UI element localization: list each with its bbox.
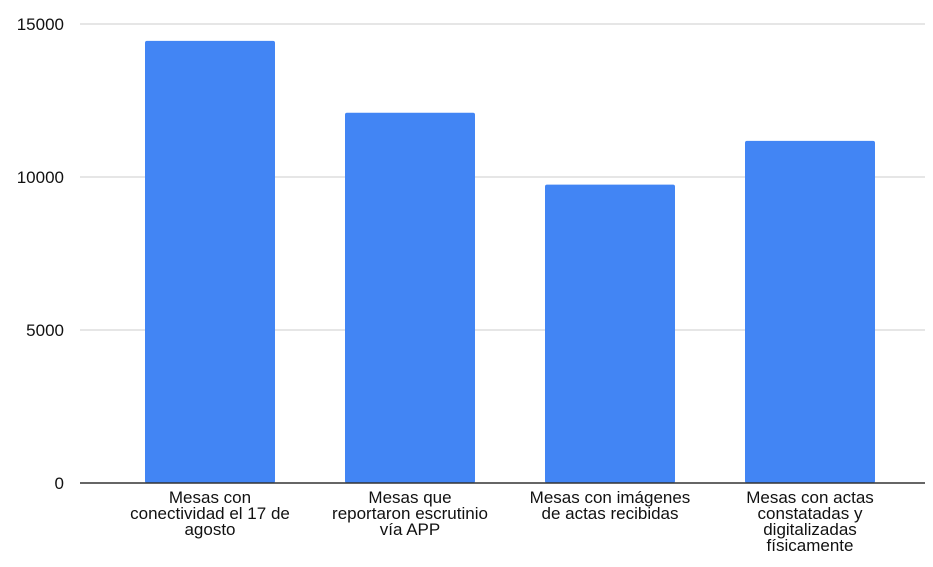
x-tick-label-line: Mesas con xyxy=(169,488,251,507)
x-tick-label-line: constatadas y xyxy=(758,504,863,523)
x-tick-label-2: Mesas que reportaron escrutinio vía APP xyxy=(332,488,488,539)
x-tick-label-line: agosto xyxy=(184,520,235,539)
y-tick-label: 5000 xyxy=(26,321,64,340)
y-tick-label: 0 xyxy=(55,474,64,493)
x-tick-label-4: Mesas con actas constatadas y digitalizada… xyxy=(746,488,874,555)
bar-4 xyxy=(745,140,875,483)
x-tick-label-line: reportaron escrutinio xyxy=(332,504,488,523)
x-tick-label-line: de actas recibidas xyxy=(541,504,678,523)
x-tick-label-line: digitalizadas xyxy=(763,520,857,539)
x-tick-label-line: Mesas que xyxy=(368,488,451,507)
x-tick-label-3: Mesas con imágenes de actas recibidas xyxy=(530,488,691,523)
bar-1 xyxy=(145,40,275,484)
x-tick-label-1: Mesas con conectividad el 17 de agosto xyxy=(130,488,290,539)
y-tick-label: 10000 xyxy=(17,168,64,187)
bar-2 xyxy=(345,112,475,484)
x-tick-label-line: conectividad el 17 de xyxy=(130,504,290,523)
x-tick-label-line: Mesas con actas xyxy=(746,488,874,507)
y-tick-label: 15000 xyxy=(17,15,64,34)
bar-3 xyxy=(545,184,675,483)
x-tick-label-line: físicamente xyxy=(767,536,854,555)
x-tick-label-line: vía APP xyxy=(380,520,440,539)
x-tick-label-line: Mesas con imágenes xyxy=(530,488,691,507)
